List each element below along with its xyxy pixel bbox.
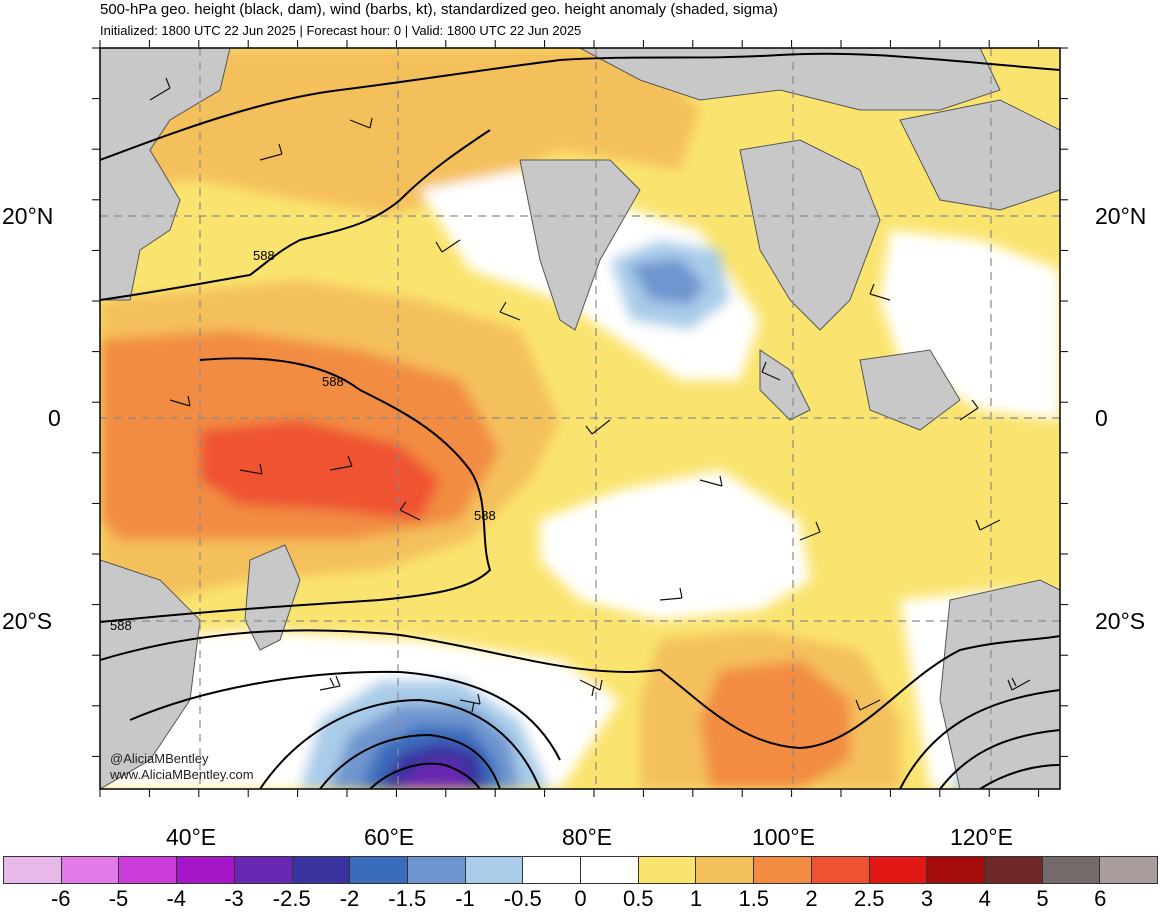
legend-label: -4 xyxy=(166,886,187,911)
legend-color-box xyxy=(407,857,466,883)
land-madagascar xyxy=(244,544,301,651)
lon-label: 80°E xyxy=(562,824,613,850)
legend-label: -6 xyxy=(50,886,71,911)
lat-label-left: 0 xyxy=(48,405,61,431)
legend-label: -1.5 xyxy=(388,886,427,911)
legend-color-box xyxy=(1100,857,1158,883)
land-sumatra xyxy=(759,349,811,421)
contour-label: 588 xyxy=(322,374,344,389)
land-borneo xyxy=(859,349,961,431)
legend-label: -3 xyxy=(224,886,244,911)
land-africa-south xyxy=(100,559,201,789)
legend-label: 3 xyxy=(920,886,934,911)
lat-lon-grid xyxy=(100,48,1060,789)
lat-label-right: 0 xyxy=(1095,405,1108,431)
legend-color-box xyxy=(234,857,293,883)
legend-color-box xyxy=(869,857,928,883)
anomaly-neutral-indian-ocean xyxy=(540,470,810,620)
legend-color-box xyxy=(292,857,351,883)
lat-label-left: 20°S xyxy=(2,608,53,634)
land-india xyxy=(519,159,641,331)
legend-label: 0 xyxy=(574,886,587,911)
anomaly-african-core xyxy=(200,420,440,520)
color-legend xyxy=(3,856,1158,884)
wind-barbs xyxy=(149,77,1031,713)
land-china-south xyxy=(899,99,1060,211)
legend-color-box xyxy=(638,857,697,883)
legend-label: 2.5 xyxy=(853,886,885,911)
legend-label: 6 xyxy=(1094,886,1107,911)
lat-label-right: 20°N xyxy=(1095,203,1147,229)
contour-label: 588 xyxy=(253,248,275,263)
land-australia xyxy=(939,579,1060,789)
legend-label: 1.5 xyxy=(738,886,770,911)
legend-color-box xyxy=(696,857,755,883)
lon-label: 100°E xyxy=(752,824,815,850)
legend-label: -2 xyxy=(339,886,360,911)
legend-label: -5 xyxy=(108,886,129,911)
legend-color-box xyxy=(119,857,178,883)
anomaly-north-india xyxy=(100,48,700,215)
contour-label: 588 xyxy=(110,618,132,633)
legend-color-box xyxy=(984,857,1043,883)
legend-color-box xyxy=(61,857,120,883)
legend-label: 0.5 xyxy=(622,886,654,911)
credit-handle: @AliciaMBentley xyxy=(110,751,209,766)
map-title: 500-hPa geo. height (black, dam), wind (… xyxy=(100,1,778,18)
legend-color-box xyxy=(754,857,812,883)
legend-label: 4 xyxy=(978,886,991,911)
legend-label: -2.5 xyxy=(272,886,311,911)
legend-color-box xyxy=(523,857,582,883)
land-africa-north xyxy=(100,48,231,301)
map-subtitle: Initialized: 1800 UTC 22 Jun 2025 | Fore… xyxy=(100,23,582,38)
anomaly-bengal-inner xyxy=(630,258,705,305)
legend-color-box xyxy=(4,857,62,883)
contour-label: 588 xyxy=(474,508,496,523)
color-legend-labels: -6 -5 -4 -3 -2.5 -2 -1.5 -1 -0.5 0 0.5 1 1.5 2 2.5 3 4 5 6 xyxy=(0,886,1160,912)
legend-label: 1 xyxy=(689,886,703,911)
axis-ticks xyxy=(92,40,1068,797)
anomaly-ridge-inner xyxy=(700,660,850,789)
legend-color-box xyxy=(1042,857,1101,883)
height-contours xyxy=(100,52,1060,789)
lon-label: 60°E xyxy=(364,824,415,850)
legend-label: -1 xyxy=(455,886,475,911)
credit-website: www.AliciaMBentley.com xyxy=(110,767,254,782)
legend-color-box xyxy=(581,857,639,883)
legend-label: 5 xyxy=(1036,886,1049,911)
legend-color-box xyxy=(927,857,985,883)
land-indochina xyxy=(739,139,881,331)
lon-label: 40°E xyxy=(166,824,217,850)
legend-label: 2 xyxy=(805,886,818,911)
lon-label: 120°E xyxy=(950,824,1013,850)
legend-color-box xyxy=(811,857,870,883)
map-frame xyxy=(99,47,1061,790)
legend-color-box xyxy=(465,857,524,883)
legend-color-box xyxy=(177,857,235,883)
lat-label-left: 20°N xyxy=(2,203,54,229)
land-tibet xyxy=(579,48,1001,111)
legend-color-box xyxy=(350,857,408,883)
legend-label: -0.5 xyxy=(503,886,542,911)
lat-label-right: 20°S xyxy=(1095,608,1146,634)
